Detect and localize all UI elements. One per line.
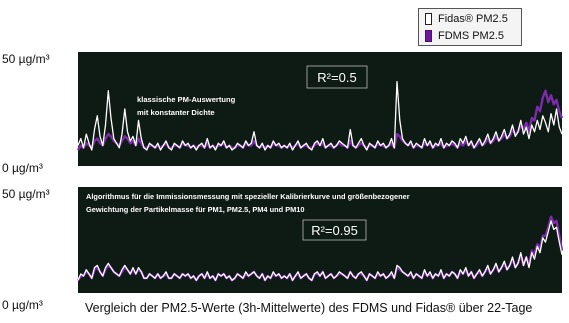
series-line-fidas (77, 220, 563, 281)
y-tick-label-top: 50 µg/m³ (2, 187, 50, 201)
r2-box (306, 65, 368, 89)
chart-panel-1: 50 µg/m³ 0 µg/m³ R²=0.5 klassische PM-Auswe… (2, 52, 564, 175)
r2-annotation: R²=0.95 (311, 223, 358, 238)
y-tick-label-bottom: 0 µg/m³ (2, 298, 43, 312)
legend-swatch-fidas (425, 13, 432, 25)
figure-caption: Vergleich der PM2.5-Werte (3h-Mittelwert… (85, 301, 533, 315)
legend-item-fidas: Fidas® PM2.5 (425, 13, 508, 25)
annotation-text-line: klassische PM-Auswertung (137, 95, 236, 104)
legend-swatch-fdms (425, 30, 432, 42)
r2-box (302, 219, 367, 241)
annotation-text-line: mit konstanter Dichte (137, 108, 215, 117)
series-line-fidas (77, 80, 563, 151)
legend-item-fdms: FDMS PM2.5 (425, 30, 504, 42)
annotation-text-line: Gewichtung der Partikelmasse für PM1, PM… (86, 205, 305, 214)
y-tick-label-bottom: 0 µg/m³ (2, 161, 43, 175)
r2-annotation: R²=0.5 (317, 70, 356, 85)
annotation-text-line: Algorithmus für die Immissionsmessung mi… (86, 192, 410, 201)
legend-label-fdms: FDMS PM2.5 (438, 30, 505, 42)
y-tick-label-top: 50 µg/m³ (2, 52, 50, 66)
legend-label-fidas: Fidas® PM2.5 (438, 13, 508, 25)
chart-panel-2: 50 µg/m³ 0 µg/m³ R²=0.95 Algorithmus für di… (2, 187, 564, 312)
legend: Fidas® PM2.5 FDMS PM2.5 (418, 8, 522, 46)
